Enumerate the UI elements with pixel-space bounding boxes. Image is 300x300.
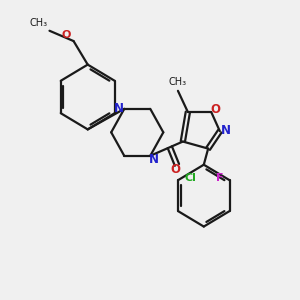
Text: F: F — [216, 173, 223, 183]
Text: O: O — [170, 163, 181, 176]
Text: CH₃: CH₃ — [169, 77, 187, 87]
Text: N: N — [149, 153, 159, 166]
Text: O: O — [211, 103, 220, 116]
Text: O: O — [62, 30, 71, 40]
Text: CH₃: CH₃ — [30, 18, 48, 28]
Text: N: N — [221, 124, 231, 137]
Text: Cl: Cl — [184, 173, 196, 183]
Text: N: N — [114, 102, 124, 115]
